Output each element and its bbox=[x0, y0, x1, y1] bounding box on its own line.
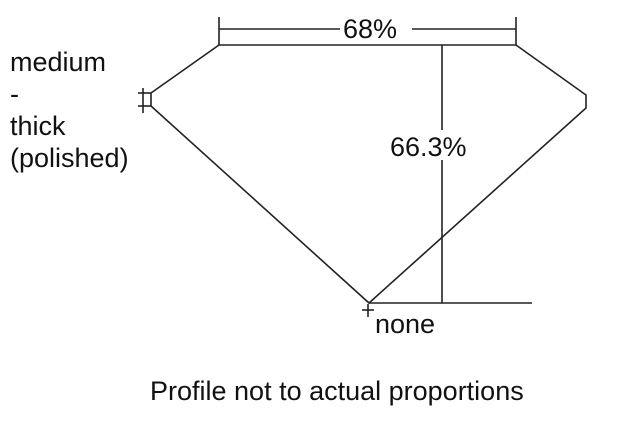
culet-label: none bbox=[375, 309, 436, 339]
girdle-label-line-2: - bbox=[10, 79, 19, 109]
table-percentage-label: 68% bbox=[343, 14, 398, 44]
gem-outline bbox=[150, 44, 587, 305]
depth-percentage-label: 66.3% bbox=[390, 132, 467, 162]
girdle-label-line-4: (polished) bbox=[10, 143, 129, 173]
caption: Profile not to actual proportions bbox=[150, 376, 524, 406]
girdle-label-line-1: medium bbox=[10, 47, 107, 77]
girdle-label-line-3: thick bbox=[10, 111, 66, 141]
